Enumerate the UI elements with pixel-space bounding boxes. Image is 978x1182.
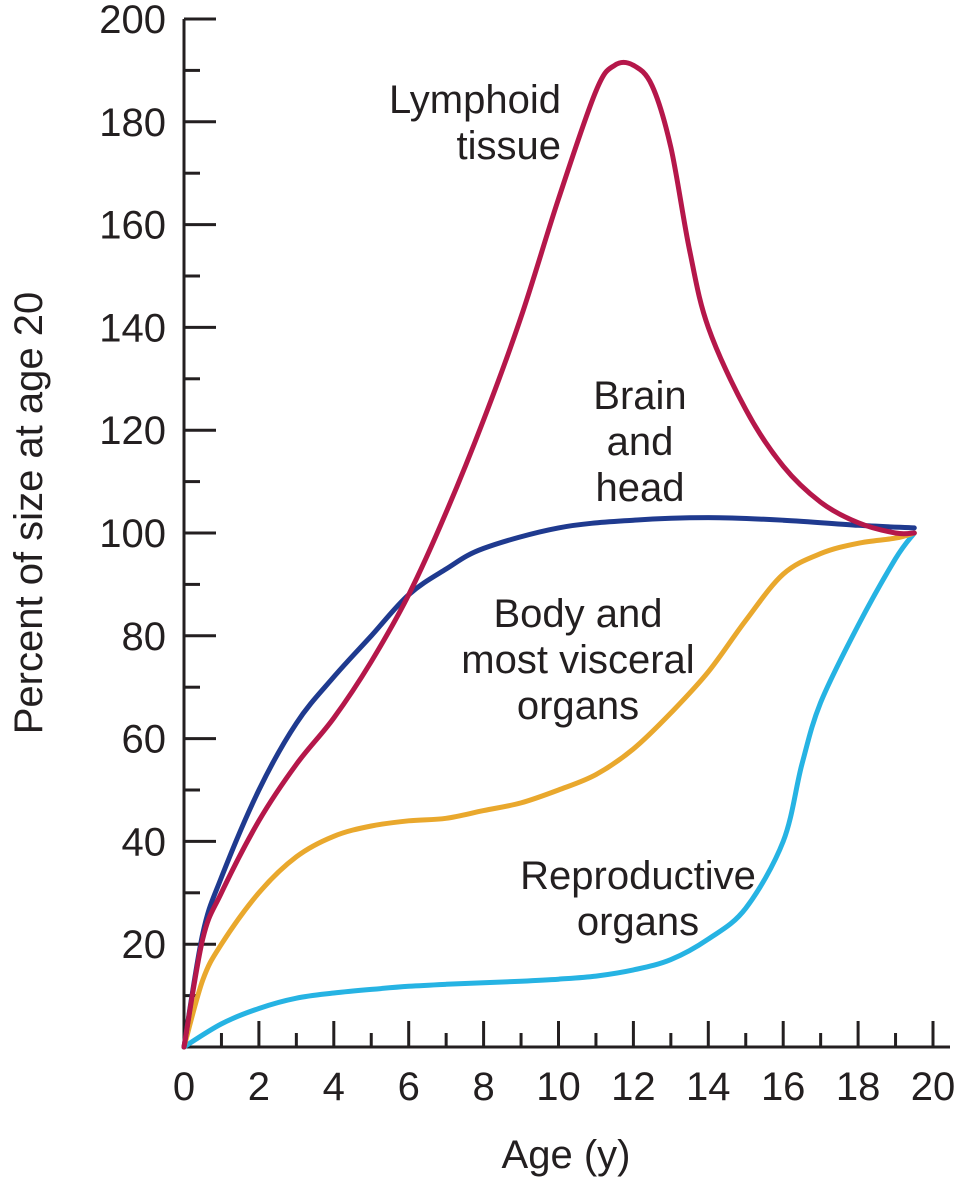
y-tick-label: 20: [122, 923, 167, 967]
x-axis-title: Age (y): [502, 1133, 631, 1177]
x-ticks: 0 2 4 6 8 10 12 14 16 18 20: [173, 1021, 955, 1109]
x-tick-label: 8: [472, 1065, 494, 1109]
x-tick-label: 18: [836, 1065, 881, 1109]
x-tick-label: 4: [323, 1065, 345, 1109]
y-tick-label: 140: [99, 306, 166, 350]
series-label-brain-and-head: Brain and head: [593, 374, 686, 510]
y-tick-label: 80: [122, 615, 167, 659]
x-tick-label: 0: [173, 1065, 195, 1109]
y-tick-label: 100: [99, 512, 166, 556]
y-tick-label: 200: [99, 0, 166, 42]
x-tick-label: 6: [398, 1065, 420, 1109]
series-label-reproductive-organs: Reproductive organs: [520, 854, 756, 944]
x-tick-label: 12: [611, 1065, 656, 1109]
series-line-lymphoid-tissue: [181, 59, 917, 1050]
x-tick-label: 10: [536, 1065, 581, 1109]
y-ticks: 20 40 60 80 100 120 140 160 180 200: [99, 0, 216, 998]
series-label-body-and-visceral-organs: Body and most visceral organs: [461, 592, 694, 728]
x-tick-label: 20: [911, 1065, 956, 1109]
y-axis-title: Percent of size at age 20: [7, 292, 51, 735]
series-labels: Lymphoid tissue Brain and head Body and most v…: [389, 78, 756, 944]
y-tick-label: 120: [99, 409, 166, 453]
series-label-lymphoid-tissue: Lymphoid tissue: [389, 78, 561, 168]
x-tick-label: 14: [686, 1065, 731, 1109]
x-tick-label: 16: [761, 1065, 806, 1109]
y-tick-label: 40: [122, 820, 167, 864]
x-tick-label: 2: [248, 1065, 270, 1109]
y-tick-label: 60: [122, 718, 167, 762]
series-line-brain-and-head: [181, 515, 917, 1050]
series-line-reproductive-organs: [181, 530, 917, 1050]
series-lines: [181, 59, 917, 1050]
series-line-body-and-visceral-organs: [181, 530, 917, 1050]
y-tick-label: 160: [99, 204, 166, 248]
y-tick-label: 180: [99, 101, 166, 145]
